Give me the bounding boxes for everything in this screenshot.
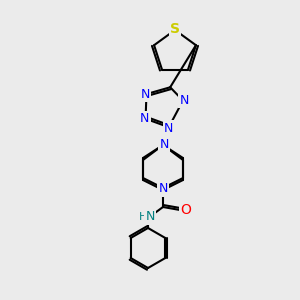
Text: N: N: [141, 88, 150, 100]
Text: H: H: [139, 212, 147, 222]
Text: N: N: [158, 182, 168, 196]
Text: N: N: [145, 211, 155, 224]
Text: O: O: [181, 203, 191, 217]
Text: N: N: [179, 94, 189, 107]
Text: N: N: [164, 122, 173, 135]
Text: N: N: [159, 137, 169, 151]
Text: N: N: [140, 112, 149, 125]
Text: S: S: [170, 22, 180, 36]
